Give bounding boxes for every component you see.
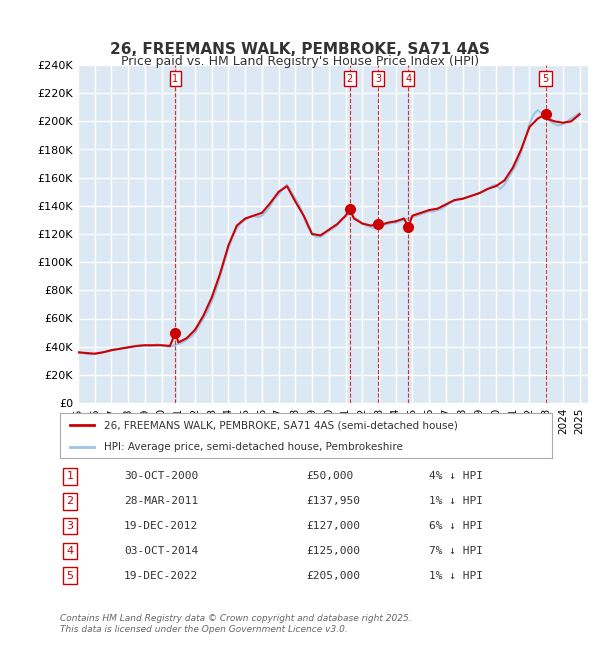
Text: 03-OCT-2014: 03-OCT-2014 <box>124 546 198 556</box>
Text: 30-OCT-2000: 30-OCT-2000 <box>124 471 198 482</box>
Text: 26, FREEMANS WALK, PEMBROKE, SA71 4AS (semi-detached house): 26, FREEMANS WALK, PEMBROKE, SA71 4AS (s… <box>104 421 458 430</box>
Text: 3: 3 <box>67 521 73 531</box>
Text: 28-MAR-2011: 28-MAR-2011 <box>124 496 198 506</box>
Text: 5: 5 <box>542 73 548 83</box>
Text: £127,000: £127,000 <box>306 521 360 531</box>
Text: £125,000: £125,000 <box>306 546 360 556</box>
Text: 2: 2 <box>66 496 73 506</box>
Text: £137,950: £137,950 <box>306 496 360 506</box>
Text: 5: 5 <box>67 571 73 580</box>
Text: 19-DEC-2022: 19-DEC-2022 <box>124 571 198 580</box>
Text: 1: 1 <box>172 73 179 83</box>
Text: £50,000: £50,000 <box>306 471 353 482</box>
Text: 26, FREEMANS WALK, PEMBROKE, SA71 4AS: 26, FREEMANS WALK, PEMBROKE, SA71 4AS <box>110 42 490 57</box>
Text: 4% ↓ HPI: 4% ↓ HPI <box>429 471 483 482</box>
Text: 3: 3 <box>375 73 382 83</box>
Text: 6% ↓ HPI: 6% ↓ HPI <box>429 521 483 531</box>
Text: 1% ↓ HPI: 1% ↓ HPI <box>429 496 483 506</box>
Text: 1: 1 <box>67 471 73 482</box>
Text: £205,000: £205,000 <box>306 571 360 580</box>
Text: 1% ↓ HPI: 1% ↓ HPI <box>429 571 483 580</box>
Text: 4: 4 <box>405 73 412 83</box>
Text: 4: 4 <box>66 546 73 556</box>
Text: Price paid vs. HM Land Registry's House Price Index (HPI): Price paid vs. HM Land Registry's House … <box>121 55 479 68</box>
Text: 2: 2 <box>347 73 353 83</box>
Text: HPI: Average price, semi-detached house, Pembrokeshire: HPI: Average price, semi-detached house,… <box>104 442 403 452</box>
Text: 7% ↓ HPI: 7% ↓ HPI <box>429 546 483 556</box>
Text: 19-DEC-2012: 19-DEC-2012 <box>124 521 198 531</box>
Text: Contains HM Land Registry data © Crown copyright and database right 2025.
This d: Contains HM Land Registry data © Crown c… <box>60 614 412 634</box>
